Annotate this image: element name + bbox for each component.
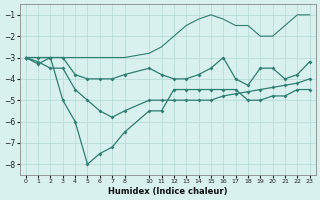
X-axis label: Humidex (Indice chaleur): Humidex (Indice chaleur) — [108, 187, 228, 196]
